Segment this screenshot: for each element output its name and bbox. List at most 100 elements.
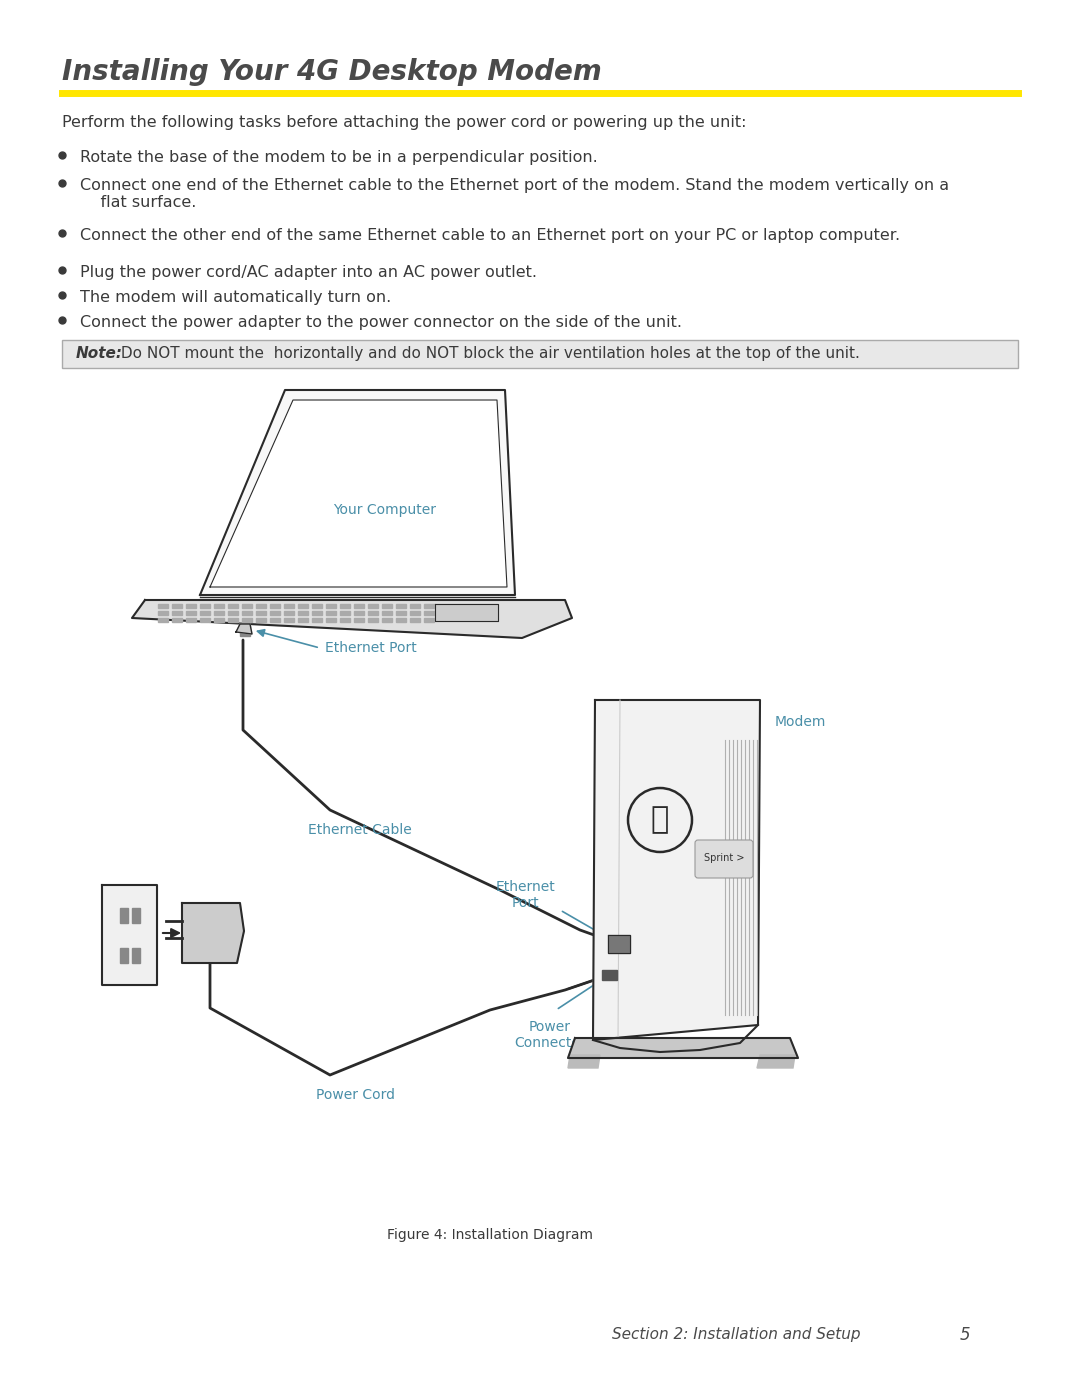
Polygon shape — [410, 610, 420, 615]
Polygon shape — [608, 935, 630, 953]
Text: Connect the other end of the same Ethernet cable to an Ethernet port on your PC : Connect the other end of the same Ethern… — [80, 228, 900, 243]
Polygon shape — [228, 604, 238, 608]
Polygon shape — [228, 617, 238, 622]
Polygon shape — [120, 908, 129, 923]
Text: Do NOT mount the  horizontally and do NOT block the air ventilation holes at the: Do NOT mount the horizontally and do NOT… — [116, 346, 860, 360]
Polygon shape — [242, 617, 252, 622]
Polygon shape — [340, 604, 350, 608]
Text: Ethernet Port: Ethernet Port — [325, 641, 417, 655]
Polygon shape — [102, 886, 157, 985]
Polygon shape — [172, 617, 183, 622]
Text: Connect the power adapter to the power connector on the side of the unit.: Connect the power adapter to the power c… — [80, 314, 681, 330]
Polygon shape — [214, 610, 224, 615]
Polygon shape — [242, 604, 252, 608]
Polygon shape — [368, 604, 378, 608]
Polygon shape — [256, 617, 266, 622]
Polygon shape — [298, 617, 308, 622]
Polygon shape — [326, 604, 336, 608]
Polygon shape — [298, 604, 308, 608]
Polygon shape — [132, 949, 140, 963]
Polygon shape — [602, 970, 617, 981]
Text: Power
Connector: Power Connector — [514, 1020, 585, 1051]
Polygon shape — [354, 610, 364, 615]
Polygon shape — [158, 604, 168, 608]
Polygon shape — [200, 610, 210, 615]
Polygon shape — [354, 604, 364, 608]
Text: Modem: Modem — [775, 715, 826, 729]
Polygon shape — [410, 604, 420, 608]
Text: Rotate the base of the modem to be in a perpendicular position.: Rotate the base of the modem to be in a … — [80, 149, 597, 165]
Text: Installing Your 4G Desktop Modem: Installing Your 4G Desktop Modem — [62, 59, 602, 87]
Text: Perform the following tasks before attaching the power cord or powering up the u: Perform the following tasks before attac… — [62, 115, 746, 130]
Polygon shape — [214, 604, 224, 608]
Polygon shape — [242, 610, 252, 615]
Text: Plug the power cord/AC adapter into an AC power outlet.: Plug the power cord/AC adapter into an A… — [80, 265, 537, 279]
Text: Sprint >: Sprint > — [704, 854, 744, 863]
Polygon shape — [132, 599, 572, 638]
Polygon shape — [256, 604, 266, 608]
Polygon shape — [424, 610, 434, 615]
Polygon shape — [284, 604, 294, 608]
Polygon shape — [424, 617, 434, 622]
Polygon shape — [186, 617, 195, 622]
Polygon shape — [284, 610, 294, 615]
Polygon shape — [410, 617, 420, 622]
Polygon shape — [186, 610, 195, 615]
Text: Ethernet Cable: Ethernet Cable — [308, 823, 411, 837]
Polygon shape — [396, 604, 406, 608]
Polygon shape — [240, 626, 249, 636]
Text: Figure 4: Installation Diagram: Figure 4: Installation Diagram — [387, 1228, 593, 1242]
Polygon shape — [214, 617, 224, 622]
Polygon shape — [228, 610, 238, 615]
Text: Section 2: Installation and Setup: Section 2: Installation and Setup — [611, 1327, 860, 1343]
Polygon shape — [284, 617, 294, 622]
Polygon shape — [354, 617, 364, 622]
Polygon shape — [396, 617, 406, 622]
Polygon shape — [312, 604, 322, 608]
FancyBboxPatch shape — [696, 840, 753, 877]
Polygon shape — [340, 617, 350, 622]
Polygon shape — [568, 1038, 798, 1058]
Polygon shape — [237, 624, 252, 634]
Polygon shape — [200, 617, 210, 622]
Polygon shape — [382, 604, 392, 608]
Polygon shape — [172, 610, 183, 615]
Polygon shape — [158, 617, 168, 622]
Text: The modem will automatically turn on.: The modem will automatically turn on. — [80, 291, 391, 305]
Polygon shape — [382, 610, 392, 615]
Text: Connect one end of the Ethernet cable to the Ethernet port of the modem. Stand t: Connect one end of the Ethernet cable to… — [80, 177, 949, 211]
FancyBboxPatch shape — [62, 339, 1018, 367]
Polygon shape — [270, 610, 280, 615]
Polygon shape — [200, 390, 515, 595]
Polygon shape — [270, 604, 280, 608]
Text: Ethernet
Port: Ethernet Port — [496, 880, 555, 909]
Polygon shape — [200, 604, 210, 608]
Text: Note:: Note: — [76, 346, 123, 360]
Polygon shape — [593, 700, 760, 1039]
Text: 5: 5 — [960, 1326, 971, 1344]
Polygon shape — [424, 604, 434, 608]
Polygon shape — [270, 617, 280, 622]
Polygon shape — [568, 1055, 600, 1067]
Polygon shape — [158, 610, 168, 615]
Polygon shape — [186, 604, 195, 608]
Polygon shape — [210, 400, 507, 587]
Polygon shape — [368, 610, 378, 615]
Polygon shape — [312, 617, 322, 622]
Polygon shape — [312, 610, 322, 615]
Polygon shape — [120, 949, 129, 963]
Polygon shape — [326, 617, 336, 622]
Polygon shape — [382, 617, 392, 622]
Polygon shape — [172, 604, 183, 608]
Polygon shape — [132, 908, 140, 923]
Polygon shape — [368, 617, 378, 622]
Text: Your Computer: Your Computer — [334, 503, 436, 517]
Text: Ⓜ: Ⓜ — [651, 806, 670, 834]
Polygon shape — [298, 610, 308, 615]
Polygon shape — [396, 610, 406, 615]
Text: Power Cord: Power Cord — [315, 1088, 394, 1102]
Polygon shape — [340, 610, 350, 615]
Polygon shape — [256, 610, 266, 615]
Polygon shape — [435, 604, 498, 622]
Polygon shape — [757, 1055, 795, 1067]
